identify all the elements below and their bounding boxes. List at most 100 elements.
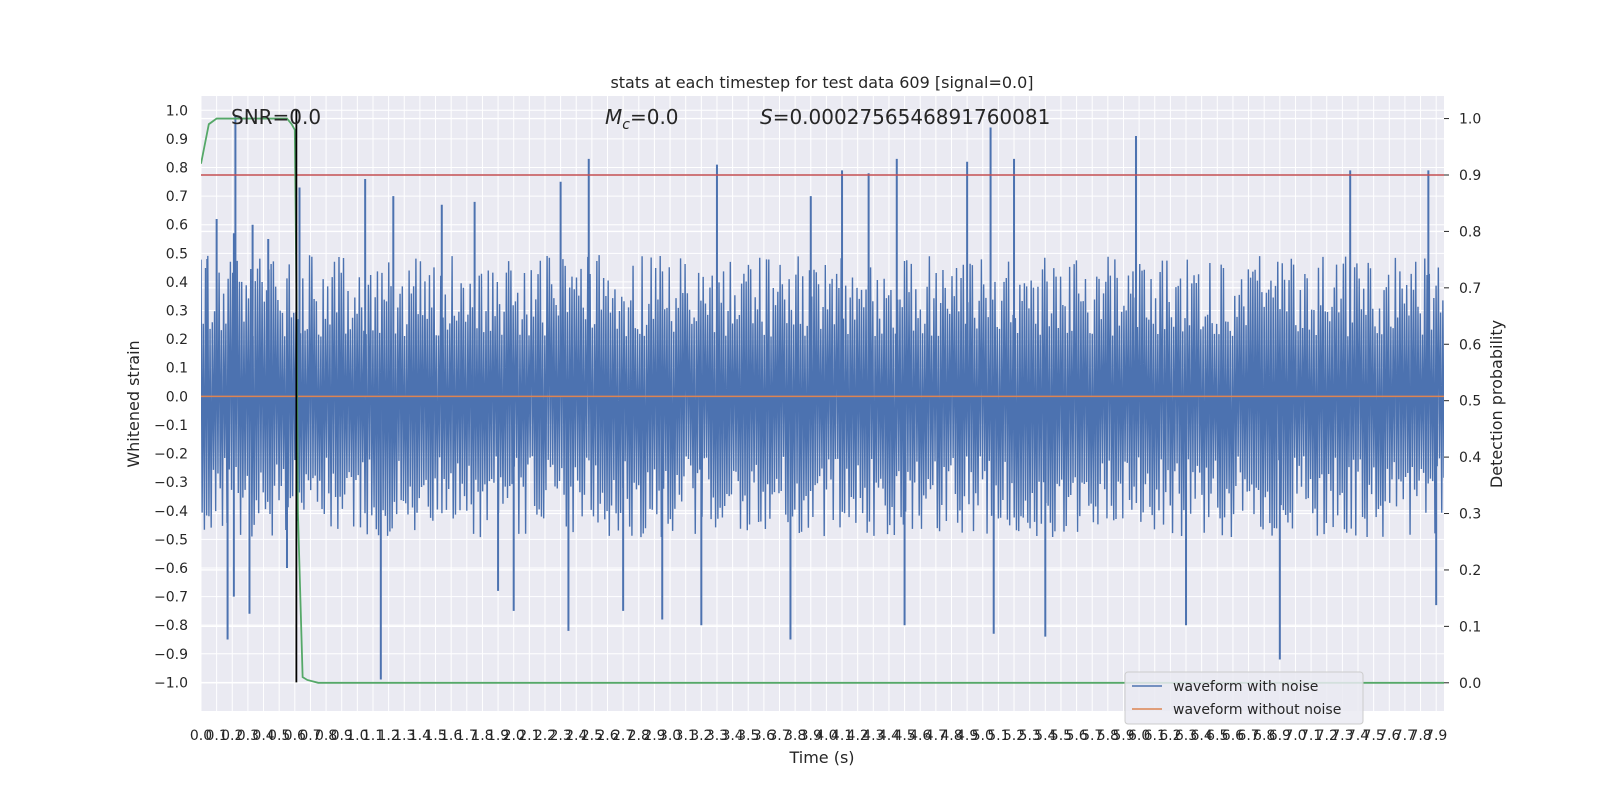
y-tick-label-right: 0.5 <box>1459 394 1481 410</box>
x-tick-label: 5.4 <box>1034 728 1056 744</box>
x-tick-label: 0.3 <box>237 728 259 744</box>
x-tick-label: 6.5 <box>1206 728 1228 744</box>
x-tick-label: 6.7 <box>1237 728 1259 744</box>
y-tick-label-left: −0.8 <box>154 618 188 634</box>
x-tick-label: 3.2 <box>690 728 712 744</box>
y-tick-label-left: −0.4 <box>154 504 188 520</box>
series-detection-probability <box>201 117 1444 684</box>
y-tick-label-left: 0.5 <box>166 246 188 262</box>
x-tick-label: 7.9 <box>1425 728 1447 744</box>
x-tick-label: 6.6 <box>1222 728 1244 744</box>
y-tick-label-right: 0.8 <box>1459 224 1481 240</box>
x-tick-label: 2.5 <box>581 728 603 744</box>
legend: waveform with noise waveform without noi… <box>1124 671 1364 725</box>
x-tick-label: 0.1 <box>206 728 228 744</box>
x-tick-label: 7.3 <box>1331 728 1353 744</box>
y-tick-label-left: 0.9 <box>166 132 188 148</box>
x-tick-label: 2.6 <box>596 728 618 744</box>
x-tick-label: 5.1 <box>987 728 1009 744</box>
x-tick-label: 2.1 <box>518 728 540 744</box>
x-tick-label: 2.7 <box>612 728 634 744</box>
x-tick-label: 7.2 <box>1316 728 1338 744</box>
x-tick-label: 4.9 <box>956 728 978 744</box>
y-tick-label-right: 0.0 <box>1459 676 1481 692</box>
y-ticks-left: 1.0 0.9 0.8 0.7 0.6 0.5 0.4 0.3 0.2 0.1 0.0 −0.1 −0.… <box>154 103 188 691</box>
y-tick-label-right: 0.2 <box>1459 563 1481 579</box>
x-tick-label: 3.0 <box>659 728 681 744</box>
s-symbol: S <box>760 105 773 129</box>
x-tick-label: 5.7 <box>1081 728 1103 744</box>
y-tick-label-left: 0.4 <box>166 275 188 291</box>
x-tick-label: 4.8 <box>940 728 962 744</box>
x-tick-label: 4.0 <box>815 728 837 744</box>
y-tick-label-left: −0.7 <box>154 590 188 606</box>
mc-annotation: Mc=0.0 <box>605 105 679 133</box>
x-tick-label: 1.7 <box>456 728 478 744</box>
y-tick-label-left: −0.1 <box>154 418 188 434</box>
x-axis-label: Time (s) <box>788 748 854 767</box>
x-tick-label: 6.8 <box>1253 728 1275 744</box>
x-tick-label: 6.4 <box>1191 728 1213 744</box>
y-tick-label-left: −0.9 <box>154 647 188 663</box>
y-tick-label-right: 0.1 <box>1459 619 1481 635</box>
y-tick-label-left: −0.2 <box>154 447 188 463</box>
s-value: =0.0002756546891760081 <box>773 105 1051 129</box>
y-tick-label-right: 0.4 <box>1459 450 1481 466</box>
x-tick-label: 4.2 <box>847 728 869 744</box>
x-tick-label: 0.8 <box>315 728 337 744</box>
x-tick-label: 4.7 <box>925 728 947 744</box>
x-tick-label: 2.3 <box>549 728 571 744</box>
x-tick-label: 4.1 <box>831 728 853 744</box>
y-ticks-right: 1.0 0.9 0.8 0.7 0.6 0.5 0.4 0.3 0.2 0.1 0.0 <box>1444 112 1481 692</box>
x-tick-label: 0.9 <box>331 728 353 744</box>
legend-label-clean: waveform without noise <box>1173 702 1341 718</box>
series-waveform-with-noise <box>201 255 1444 538</box>
y-tick-label-right: 0.9 <box>1459 168 1481 184</box>
y-tick-label-left: 1.0 <box>166 103 188 119</box>
series-layer <box>201 110 1444 684</box>
mc-symbol: M <box>605 105 622 129</box>
mc-value: =0.0 <box>630 105 679 129</box>
y-tick-label-right: 0.3 <box>1459 507 1481 523</box>
x-tick-label: 4.5 <box>893 728 915 744</box>
x-tick-label: 6.2 <box>1159 728 1181 744</box>
series-waveform-with-noise-spikes <box>206 116 1438 680</box>
x-tick-label: 0.4 <box>252 728 274 744</box>
x-tick-label: 6.9 <box>1269 728 1291 744</box>
x-tick-label: 2.9 <box>643 728 665 744</box>
x-tick-label: 1.4 <box>409 728 431 744</box>
x-tick-label: 7.1 <box>1300 728 1322 744</box>
x-tick-label: 2.4 <box>565 728 587 744</box>
x-tick-label: 4.6 <box>909 728 931 744</box>
x-tick-label: 5.0 <box>972 728 994 744</box>
x-tick-label: 0.6 <box>284 728 306 744</box>
x-tick-label: 3.5 <box>737 728 759 744</box>
x-tick-label: 1.2 <box>377 728 399 744</box>
x-tick-label: 7.8 <box>1409 728 1431 744</box>
y-tick-label-left: 0.2 <box>166 332 188 348</box>
x-tick-label: 6.0 <box>1128 728 1150 744</box>
x-tick-label: 0.0 <box>190 728 212 744</box>
mc-subscript: c <box>622 117 630 133</box>
x-tick-label: 3.9 <box>800 728 822 744</box>
x-tick-label: 0.5 <box>268 728 290 744</box>
x-tick-label: 1.9 <box>487 728 509 744</box>
x-tick-label: 1.1 <box>362 728 384 744</box>
x-tick-label: 5.8 <box>1097 728 1119 744</box>
y-tick-label-left: −1.0 <box>154 675 188 691</box>
y-axis-label-left: Whitened strain <box>124 340 143 467</box>
x-tick-label: 1.8 <box>471 728 493 744</box>
s-annotation: S=0.0002756546891760081 <box>760 105 1050 129</box>
y-tick-label-left: 0.8 <box>166 161 188 177</box>
x-tick-label: 2.8 <box>628 728 650 744</box>
x-tick-label: 7.5 <box>1363 728 1385 744</box>
x-tick-label: 2.0 <box>503 728 525 744</box>
y-tick-label-left: −0.5 <box>154 532 188 548</box>
x-tick-label: 5.6 <box>1065 728 1087 744</box>
x-tick-label: 1.5 <box>424 728 446 744</box>
x-tick-label: 0.7 <box>299 728 321 744</box>
y-tick-label-left: 0.0 <box>166 389 188 405</box>
x-tick-label: 7.4 <box>1347 728 1369 744</box>
x-tick-label: 7.6 <box>1378 728 1400 744</box>
x-tick-label: 5.5 <box>1050 728 1072 744</box>
